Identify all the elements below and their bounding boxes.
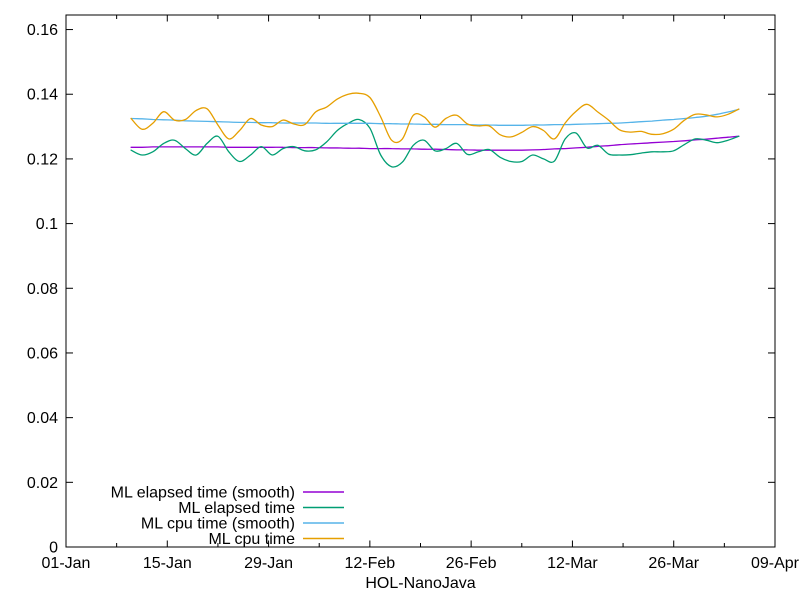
- legend-layer: ML elapsed time (smooth)ML elapsed timeM…: [111, 485, 344, 548]
- y-tick-label: 0.12: [27, 151, 58, 168]
- x-tick-label: 29-Jan: [244, 555, 293, 572]
- axes-layer: 0 0.02 0.04 0.06 0.08 0.1 0.12 0.14 0.16 01-Jan 15…: [27, 14, 800, 572]
- x-tick-label: 09-Apr: [751, 555, 800, 572]
- y-tick-label: 0.1: [36, 216, 58, 233]
- x-tick-label: 26-Feb: [446, 555, 497, 572]
- series-layer: [130, 92, 740, 168]
- series-line-ml-cpu-time: [130, 92, 740, 144]
- x-tick-label: 01-Jan: [42, 555, 91, 572]
- y-tick-label: 0.06: [27, 345, 58, 362]
- legend-label: ML elapsed time (smooth): [111, 485, 295, 502]
- x-tick-label: 15-Jan: [143, 555, 192, 572]
- plot-border: [65, 14, 776, 548]
- y-tick-label: 0.04: [27, 410, 58, 427]
- y-tick-label: 0.08: [27, 281, 58, 298]
- x-tick-label: 12-Mar: [547, 555, 598, 572]
- y-tick-label: 0.02: [27, 475, 58, 492]
- x-tick-label: 12-Feb: [345, 555, 396, 572]
- legend-label: ML elapsed time: [178, 500, 295, 517]
- x-tick-label: 26-Mar: [648, 555, 699, 572]
- x-axis-title: HOL-NanoJava: [365, 575, 475, 592]
- y-tick-label: 0: [49, 540, 58, 557]
- series-line-ml-cpu-time-smooth: [130, 108, 740, 126]
- legend-label: ML cpu time: [208, 531, 295, 548]
- y-tick-label: 0.14: [27, 87, 58, 104]
- series-line-ml-elapsed-time-smooth: [130, 135, 740, 151]
- series-line-ml-elapsed-time: [130, 118, 740, 168]
- legend-label: ML cpu time (smooth): [141, 516, 295, 533]
- y-tick-label: 0.16: [27, 22, 58, 39]
